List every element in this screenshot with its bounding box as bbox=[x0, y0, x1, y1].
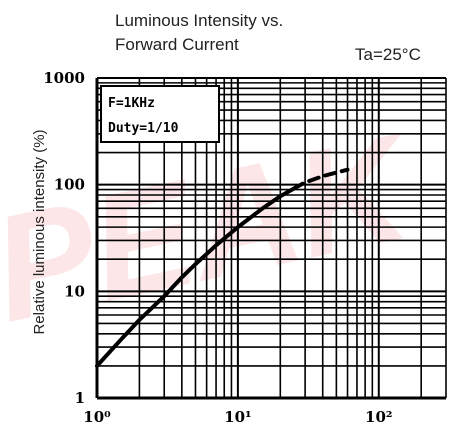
y-axis-label: Relative luminous intensity (%) bbox=[31, 129, 48, 334]
condition-label: Ta=25°C bbox=[355, 45, 421, 64]
curve-solid bbox=[95, 186, 296, 368]
x-tick-label: 10¹ bbox=[224, 408, 251, 426]
tick-labels: 1 10 100 1000 10⁰ 10¹ 10² bbox=[43, 69, 392, 426]
conditions-box-frame bbox=[100, 85, 220, 143]
x-tick-label: 10² bbox=[365, 408, 392, 426]
duty-note: Duty=1/10 bbox=[108, 121, 179, 136]
y-tick-label: 1 bbox=[75, 389, 85, 407]
frequency-note: F=1KHz bbox=[108, 96, 155, 111]
y-tick-label: 1000 bbox=[43, 69, 85, 87]
chart-title-line1: Luminous Intensity vs. bbox=[115, 11, 283, 30]
y-tick-label: 100 bbox=[54, 176, 85, 194]
data-series bbox=[95, 167, 350, 368]
conditions-box: F=1KHz Duty=1/10 bbox=[100, 85, 220, 143]
chart-title-line2: Forward Current bbox=[115, 35, 239, 54]
y-tick-label: 10 bbox=[64, 282, 85, 300]
curve-dashed-extension bbox=[292, 167, 350, 191]
x-tick-label: 10⁰ bbox=[83, 408, 111, 426]
